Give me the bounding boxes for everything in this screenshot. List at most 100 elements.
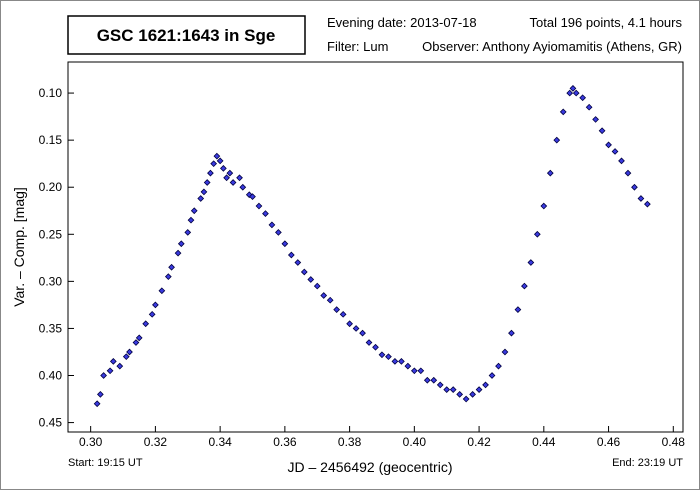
data-point [527, 259, 535, 266]
end-time: End: 23:19 UT [612, 457, 683, 469]
data-point [220, 165, 227, 172]
data-point [106, 367, 114, 375]
data-point [475, 386, 483, 393]
data-point [100, 372, 107, 379]
y-tick-label: 0.40 [39, 369, 63, 383]
data-point [300, 268, 308, 276]
data-point [116, 362, 124, 370]
x-tick-label: 0.40 [403, 435, 427, 449]
y-tick-label: 0.10 [39, 86, 63, 100]
data-point [436, 381, 444, 389]
data-point [585, 103, 593, 111]
data-point [294, 259, 302, 266]
data-point [482, 381, 489, 389]
data-point [164, 273, 172, 281]
data-point [637, 195, 645, 202]
data-point [97, 390, 104, 398]
data-point [404, 362, 412, 370]
data-point [287, 251, 295, 259]
data-point [223, 174, 230, 182]
data-point [469, 390, 476, 398]
data-point [365, 339, 373, 346]
data-point [430, 376, 438, 384]
data-point [275, 229, 282, 236]
data-point [592, 116, 599, 123]
data-point [135, 334, 143, 342]
data-point [229, 179, 237, 186]
data-point [158, 287, 166, 295]
data-point [611, 148, 619, 155]
data-point [559, 108, 567, 116]
data-point [177, 240, 185, 248]
data-point [569, 84, 577, 92]
data-point [184, 229, 192, 236]
y-tick-label: 0.15 [39, 133, 63, 147]
data-point [605, 141, 612, 149]
x-tick-label: 0.32 [144, 435, 168, 449]
data-point [618, 157, 625, 165]
data-point [346, 320, 353, 328]
data-point [572, 89, 580, 97]
data-point [352, 325, 360, 332]
data-point [236, 174, 243, 182]
y-tick-label: 0.35 [39, 321, 63, 335]
x-tick-label: 0.44 [532, 435, 556, 449]
x-tick-label: 0.48 [662, 435, 686, 449]
data-point [226, 169, 234, 177]
data-point [132, 339, 140, 346]
data-point [410, 367, 418, 375]
data-point [449, 386, 457, 393]
data-point [268, 221, 276, 229]
data-point [378, 351, 386, 359]
data-point [398, 358, 405, 365]
y-tick-label: 0.45 [39, 416, 63, 430]
data-point [488, 372, 496, 379]
data-point [239, 183, 247, 191]
data-point [142, 320, 150, 328]
x-tick-label: 0.36 [273, 435, 297, 449]
data-point [417, 367, 425, 375]
y-axis-label: Var. – Comp. [mag] [11, 187, 27, 307]
data-point [566, 89, 574, 97]
data-point [495, 362, 502, 370]
data-point [255, 202, 263, 210]
data-point [200, 188, 208, 196]
x-tick-label: 0.34 [208, 435, 232, 449]
data-point [423, 376, 431, 384]
data-point [579, 94, 587, 102]
data-point [216, 157, 224, 165]
data-point [109, 358, 117, 365]
data-point [203, 179, 211, 186]
data-point [359, 329, 366, 337]
x-tick-label: 0.46 [597, 435, 621, 449]
data-point [168, 263, 175, 271]
data-point [197, 195, 205, 202]
filter: Filter: Lum [327, 39, 388, 54]
data-point [190, 207, 198, 215]
data-point [210, 160, 218, 168]
data-point [540, 202, 548, 210]
data-point [333, 306, 341, 313]
data-point [462, 395, 470, 403]
x-axis-label: JD – 2456492 (geocentric) [288, 459, 453, 475]
data-point [521, 282, 528, 290]
data-point [501, 348, 509, 356]
data-point [391, 358, 399, 365]
data-point [508, 329, 515, 337]
data-point [281, 240, 289, 248]
start-time: Start: 19:15 UT [68, 457, 143, 469]
y-tick-label: 0.25 [39, 227, 63, 241]
data-point [546, 169, 554, 177]
plot-frame [67, 61, 684, 433]
data-point [533, 230, 541, 238]
data-point [553, 136, 561, 144]
data-point [443, 386, 451, 393]
data-point [213, 152, 221, 160]
data-point [624, 169, 632, 177]
data-point [456, 390, 464, 398]
evening-date: Evening date: 2013-07-18 [327, 15, 477, 30]
data-point [320, 292, 328, 299]
data-point [249, 193, 256, 200]
